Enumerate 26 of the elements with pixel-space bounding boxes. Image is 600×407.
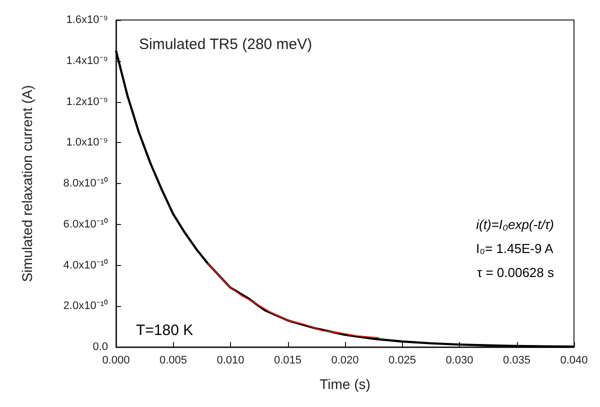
line-series	[207, 262, 380, 338]
y-axis-title: Simulated relaxation current (A)	[19, 85, 35, 282]
y-tick-label: 1.2x10⁻⁹	[66, 96, 108, 108]
y-tick-label: 1.6x10⁻⁹	[66, 14, 108, 26]
y-tick-label: 6.0x10⁻¹⁰	[63, 217, 108, 230]
annotation: T=180 K	[136, 322, 194, 339]
annotation: τ = 0.00628 s	[476, 265, 554, 280]
y-tick-label: 1.0x10⁻⁹	[66, 136, 108, 149]
y-tick-label: 8.0x10⁻¹⁰	[63, 176, 108, 190]
x-tick-label: 0.015	[274, 354, 302, 366]
y-tick-label: 1.4x10⁻⁹	[66, 54, 108, 67]
y-tick-label: 2.0x10⁻¹⁰	[63, 299, 108, 312]
annotation: i(t)=I₀exp(-t/τ)	[476, 217, 554, 232]
x-tick-label: 0.010	[216, 354, 244, 366]
annotation: I₀= 1.45E-9 A	[476, 241, 554, 256]
x-tick-label: 0.025	[388, 354, 416, 366]
x-tick-label: 0.030	[446, 354, 474, 366]
x-tick-label: 0.005	[159, 354, 188, 366]
x-tick-label: 0.040	[560, 354, 588, 366]
text: Simulated TR5 (280 meV)	[139, 36, 312, 53]
x-tick-label: 0.035	[502, 354, 531, 366]
y-tick-label: 0.0	[92, 341, 108, 353]
y-tick-label: 4.0x10⁻¹⁰	[63, 258, 108, 272]
x-tick-label: 0.020	[331, 354, 359, 366]
x-axis-title: Time (s)	[320, 376, 370, 392]
x-tick-label: 0.000	[102, 354, 130, 366]
